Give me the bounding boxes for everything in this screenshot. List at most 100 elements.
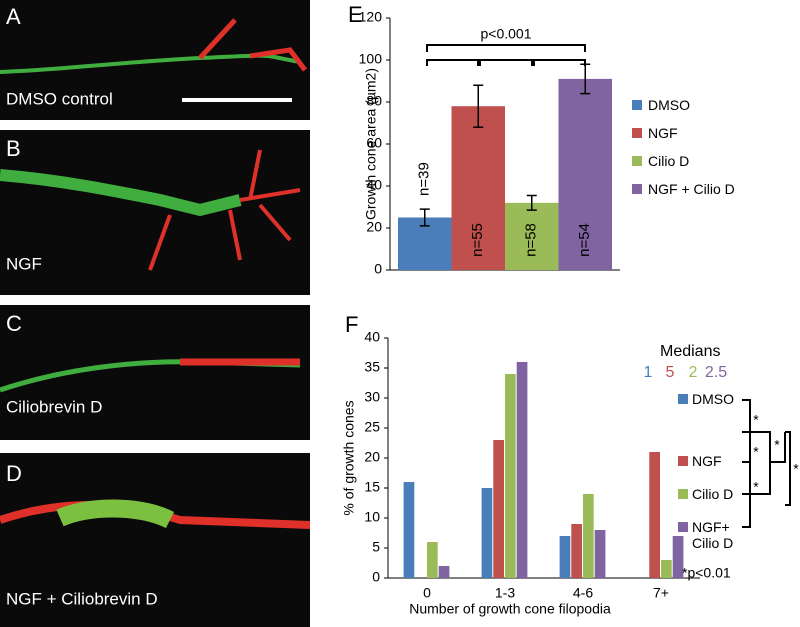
- panel-caption: Ciliobrevin D: [6, 397, 102, 416]
- bar: [559, 536, 571, 578]
- panel-letter: A: [6, 4, 21, 29]
- bar: [558, 78, 612, 271]
- bar: [594, 530, 606, 578]
- bar: [493, 440, 504, 578]
- legend-label: DMSO: [692, 391, 734, 407]
- annotation: p<0.001: [481, 26, 532, 42]
- growth-cone: [198, 18, 307, 72]
- y-tick-label: 25: [364, 419, 380, 435]
- y-tick-label: 120: [359, 9, 383, 25]
- significance-brackets: [426, 44, 791, 528]
- micrograph: [0, 305, 310, 440]
- y-tick-label: 40: [364, 329, 380, 345]
- neurite: [56, 499, 175, 529]
- y-tick-label: 10: [364, 509, 380, 525]
- bar: [661, 560, 672, 578]
- panel-caption: NGF + Ciliobrevin D: [6, 589, 158, 608]
- y-tick-label: 0: [372, 569, 380, 585]
- bar-label: n=39: [416, 162, 433, 196]
- bracket: [426, 59, 586, 66]
- median-value: 1: [644, 364, 653, 381]
- bar: [516, 362, 528, 578]
- y-axis-title: Growth cone area (µm2): [363, 68, 379, 220]
- median-value: 2: [689, 364, 698, 381]
- bracket: [426, 44, 586, 52]
- legend-swatch: [632, 100, 642, 110]
- bar: [505, 374, 516, 578]
- legend-label: DMSO: [648, 97, 690, 113]
- error-bar: [580, 63, 591, 95]
- legend-label: NGF+ Cilio D: [692, 519, 734, 551]
- bar-label: n=58: [523, 223, 540, 257]
- y-tick-label: 0: [374, 261, 382, 277]
- median-value: 5: [666, 364, 675, 381]
- bracket: [742, 399, 791, 528]
- bar-label: n=55: [469, 223, 486, 257]
- median-value: 2.5: [705, 364, 727, 381]
- y-tick-label: 15: [364, 479, 380, 495]
- bar: [427, 542, 438, 578]
- legend-swatch: [678, 394, 688, 404]
- bar: [672, 536, 684, 578]
- bar: [505, 202, 559, 270]
- significance-mark: *: [774, 437, 780, 453]
- error-bar: [473, 84, 484, 128]
- bar: [649, 452, 660, 578]
- legend-label: Cilio D: [648, 153, 690, 169]
- y-tick-label: 20: [364, 449, 380, 465]
- y-tick-label: 20: [366, 219, 382, 235]
- significance-note: *p<0.01: [682, 565, 731, 581]
- significance-mark: *: [753, 412, 759, 428]
- y-tick-label: 35: [364, 359, 380, 375]
- legend-label: NGF: [692, 453, 722, 469]
- y-tick-label: 5: [372, 539, 380, 555]
- bar: [451, 106, 505, 270]
- micrographs: [0, 0, 311, 627]
- significance-mark: *: [753, 444, 759, 460]
- micrograph: [0, 130, 310, 295]
- legend-label: Cilio D: [692, 486, 734, 502]
- bar: [583, 494, 594, 578]
- legend-label: NGF: [648, 125, 678, 141]
- significance-mark: *: [793, 461, 799, 477]
- x-tick-label: 7+: [653, 585, 669, 601]
- neurite: [0, 53, 301, 74]
- panel-caption: DMSO control: [6, 89, 113, 108]
- panel-letter: D: [6, 461, 22, 486]
- x-tick-label: 0: [423, 585, 431, 601]
- legend-swatch: [678, 456, 688, 466]
- panel-letter: E: [348, 2, 363, 27]
- y-tick-label: 100: [359, 51, 383, 67]
- x-tick-label: 4-6: [573, 585, 593, 601]
- legend-swatch: [678, 522, 688, 532]
- panel-letter: C: [6, 311, 22, 336]
- growth-cone: [148, 149, 301, 271]
- bar: [481, 488, 493, 578]
- panel-letter: F: [345, 312, 358, 337]
- medians-title: Medians: [660, 343, 720, 360]
- y-tick-label: 80: [366, 93, 382, 109]
- y-tick-label: 60: [366, 135, 382, 151]
- y-tick-label: 30: [364, 389, 380, 405]
- error-bar: [419, 208, 430, 227]
- significance-mark: *: [753, 479, 759, 495]
- micrograph: [0, 453, 310, 627]
- panel-caption: NGF: [6, 254, 42, 273]
- legend-swatch: [632, 156, 642, 166]
- panel-letter: B: [6, 136, 21, 161]
- y-axis-title: % of growth cones: [341, 400, 357, 515]
- y-tick-label: 40: [366, 177, 382, 193]
- legend-label: NGF + Cilio D: [648, 181, 735, 197]
- legend-swatch: [632, 128, 642, 138]
- bar: [403, 482, 415, 578]
- neurite: [0, 169, 242, 217]
- bar-label: n=54: [576, 223, 593, 257]
- bar: [438, 566, 450, 578]
- legend-swatch: [678, 489, 688, 499]
- x-axis-title: Number of growth cone filopodia: [409, 601, 611, 617]
- legend-swatch: [632, 184, 642, 194]
- x-tick-label: 1-3: [495, 585, 515, 601]
- bar: [571, 524, 582, 578]
